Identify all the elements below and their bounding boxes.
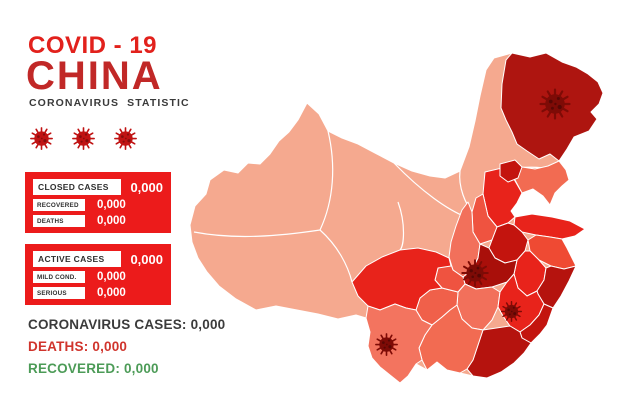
china-map [189,52,604,384]
serious-value: 0,000 [97,287,126,299]
active-cases-panel: ACTIVE CASES 0,000 MILD COND. 0,000 SERI… [25,244,171,305]
serious-label: SERIOUS [33,287,85,299]
mild-cond-value: 0,000 [97,271,126,283]
summary-deaths: DEATHS: 0,000 [28,339,225,354]
summary-cases: CORONAVIRUS CASES: 0,000 [28,317,225,332]
serious-row: SERIOUS 0,000 [33,287,163,299]
summary-recovered-label: RECOVERED: [28,361,121,376]
province-zhejiang [536,265,577,309]
virus-icon [72,127,95,150]
recovered-row: RECOVERED 0,000 [33,199,163,211]
deaths-row: DEATHS 0,000 [33,215,163,227]
closed-cases-header-row: CLOSED CASES 0,000 [33,179,163,195]
deaths-value: 0,000 [97,215,126,227]
summary-cases-label: CORONAVIRUS CASES: [28,317,187,332]
virus-icon [114,127,137,150]
closed-cases-value: 0,000 [130,179,163,195]
closed-cases-panel: CLOSED CASES 0,000 RECOVERED 0,000 DEATH… [25,172,171,233]
summary-recovered: RECOVERED: 0,000 [28,361,225,376]
summary-deaths-label: DEATHS: [28,339,89,354]
country-title: CHINA [26,54,163,98]
closed-cases-label: CLOSED CASES [33,179,121,195]
summary-deaths-value: 0,000 [92,339,128,354]
recovered-label: RECOVERED [33,199,85,211]
province-liaoning [509,160,570,206]
subtitle: CORONAVIRUS STATISTIC [29,97,190,109]
active-cases-label: ACTIVE CASES [33,251,121,267]
recovered-value: 0,000 [97,199,126,211]
virus-icon [30,127,53,150]
province-beijing [499,159,523,183]
summary-cases-value: 0,000 [190,317,226,332]
mild-cond-row: MILD COND. 0,000 [33,271,163,283]
province-yunnan [365,303,433,384]
active-cases-value: 0,000 [130,251,163,267]
active-cases-header-row: ACTIVE CASES 0,000 [33,251,163,267]
deaths-label: DEATHS [33,215,85,227]
mild-cond-label: MILD COND. [33,271,85,283]
summary-block: CORONAVIRUS CASES: 0,000 DEATHS: 0,000 R… [28,317,225,383]
summary-recovered-value: 0,000 [123,361,159,376]
virus-icon-row [29,126,138,151]
covid-title: COVID - 19 [28,32,158,59]
